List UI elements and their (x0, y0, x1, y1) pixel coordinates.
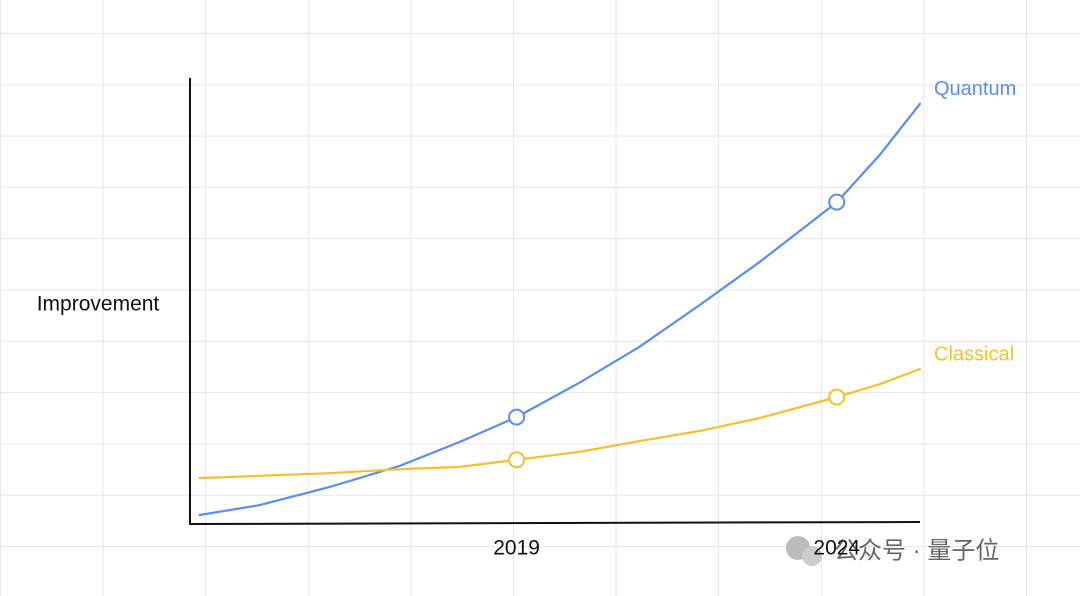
watermark: 公众号 · 量子位 (834, 537, 999, 564)
series-line (198, 367, 922, 480)
highlight-marker (828, 388, 846, 406)
y-axis-label: Improvement (37, 293, 160, 316)
series-label: Classical (934, 343, 1014, 365)
highlight-marker (508, 451, 526, 469)
series-label: Quantum (934, 78, 1016, 100)
watermark-icon (802, 546, 822, 566)
x-tick-label: 2019 (493, 537, 540, 560)
watermark-group: 公众号 · 量子位 (786, 536, 999, 566)
x-tick-label: 2024 (813, 537, 860, 560)
highlight-marker (508, 408, 526, 426)
x-axis (188, 521, 921, 525)
highlight-marker (828, 193, 846, 211)
